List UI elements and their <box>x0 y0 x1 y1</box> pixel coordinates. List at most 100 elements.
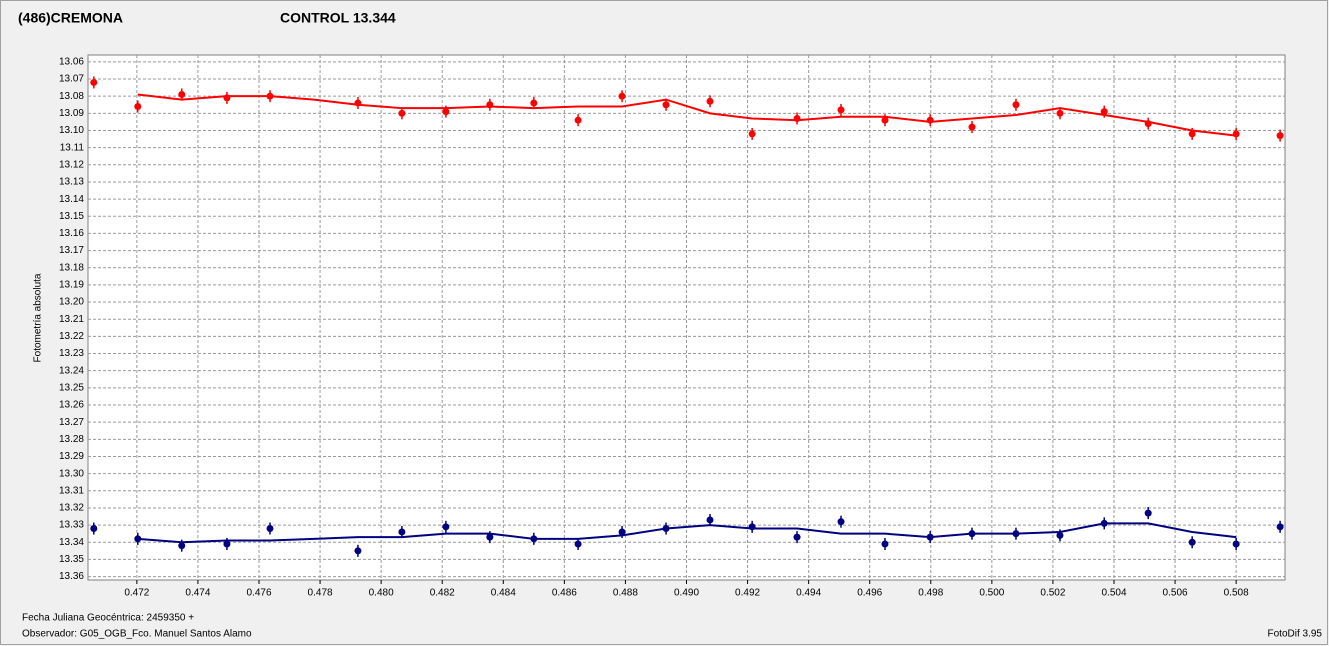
data-point <box>1232 537 1240 550</box>
data-point <box>618 90 626 103</box>
y-tick-label: 13.30 <box>59 468 84 479</box>
x-tick-label: 0.478 <box>308 588 333 599</box>
fit-line <box>137 93 1237 137</box>
data-point <box>837 515 845 528</box>
data-point <box>486 98 494 111</box>
observer: Observador: G05_OGB_Fco. Manuel Santos A… <box>22 629 252 640</box>
x-tick-label: 0.486 <box>552 588 577 599</box>
data-point <box>574 114 582 127</box>
data-point <box>266 90 274 103</box>
x-tick-label: 0.490 <box>674 588 699 599</box>
y-tick-label: 13.16 <box>59 228 84 239</box>
data-point <box>837 103 845 116</box>
data-point <box>968 527 976 540</box>
y-tick-label: 13.06 <box>59 57 84 68</box>
data-point <box>926 531 934 544</box>
y-tick-label: 13.08 <box>59 91 84 102</box>
data-point <box>793 531 801 544</box>
data-point <box>706 95 714 108</box>
y-tick-label: 13.34 <box>59 537 84 548</box>
data-point <box>398 525 406 538</box>
y-tick-label: 13.24 <box>59 365 84 376</box>
y-tick-label: 13.20 <box>59 297 84 308</box>
y-tick-label: 13.18 <box>59 262 84 273</box>
x-tick-label: 0.508 <box>1224 588 1249 599</box>
data-point <box>748 127 756 140</box>
data-point <box>442 105 450 118</box>
y-axis-label: Fotometría absoluta <box>33 273 44 362</box>
data-point <box>1232 127 1240 140</box>
y-tick-label: 13.35 <box>59 554 84 565</box>
data-point <box>486 531 494 544</box>
data-point <box>793 112 801 125</box>
y-tick-label: 13.15 <box>59 211 84 222</box>
data-point <box>134 532 142 545</box>
data-point <box>618 525 626 538</box>
data-point <box>90 522 98 535</box>
data-point <box>1100 517 1108 530</box>
y-tick-label: 13.23 <box>59 348 84 359</box>
y-tick-label: 13.07 <box>59 74 84 85</box>
y-tick-label: 13.09 <box>59 108 84 119</box>
y-tick-label: 13.13 <box>59 177 84 188</box>
x-tick-label: 0.494 <box>796 588 821 599</box>
y-tick-label: 13.25 <box>59 382 84 393</box>
y-tick-label: 13.29 <box>59 451 84 462</box>
x-tick-label: 0.496 <box>857 588 882 599</box>
data-point <box>574 537 582 550</box>
y-tick-label: 13.10 <box>59 125 84 136</box>
data-point <box>748 520 756 533</box>
x-tick-label: 0.472 <box>124 588 149 599</box>
y-tick-label: 13.26 <box>59 400 84 411</box>
data-point <box>662 522 670 535</box>
data-point <box>266 522 274 535</box>
y-tick-label: 13.33 <box>59 520 84 531</box>
y-tick-label: 13.12 <box>59 159 84 170</box>
series-title: (486)CREMONA <box>18 10 123 26</box>
data-point <box>1056 529 1064 542</box>
x-tick-label: 0.474 <box>185 588 210 599</box>
y-tick-label: 13.21 <box>59 314 84 325</box>
y-tick-label: 13.17 <box>59 245 84 256</box>
data-point <box>706 513 714 526</box>
data-point <box>968 121 976 134</box>
y-tick-label: 13.22 <box>59 331 84 342</box>
data-point <box>1144 117 1152 130</box>
data-point <box>881 114 889 127</box>
x-tick-label: 0.500 <box>979 588 1004 599</box>
fit-line <box>137 522 1237 544</box>
x-tick-label: 0.480 <box>369 588 394 599</box>
data-point <box>1100 105 1108 118</box>
data-point <box>90 76 98 89</box>
data-point <box>1188 536 1196 549</box>
x-tick-label: 0.484 <box>491 588 516 599</box>
data-point <box>398 107 406 120</box>
data-point <box>223 91 231 104</box>
x-caption: Fecha Juliana Geocéntrica: 2459350 + <box>22 613 194 624</box>
y-tick-label: 13.28 <box>59 434 84 445</box>
data-point <box>223 537 231 550</box>
data-point <box>1276 520 1284 533</box>
data-point <box>178 539 186 552</box>
series-title: CONTROL 13.344 <box>280 10 396 26</box>
data-point <box>442 520 450 533</box>
x-tick-label: 0.488 <box>613 588 638 599</box>
y-tick-label: 13.27 <box>59 417 84 428</box>
data-point <box>354 544 362 557</box>
x-tick-label: 0.504 <box>1101 588 1126 599</box>
data-point <box>1276 129 1284 142</box>
x-tick-label: 0.502 <box>1040 588 1065 599</box>
software: FotoDif 3.95 <box>1268 629 1323 640</box>
data-point <box>530 532 538 545</box>
y-tick-label: 13.31 <box>59 485 84 496</box>
data-point <box>1056 107 1064 120</box>
x-tick-label: 0.482 <box>430 588 455 599</box>
data-point <box>178 88 186 101</box>
data-point <box>1144 507 1152 520</box>
data-point <box>662 98 670 111</box>
x-tick-label: 0.506 <box>1163 588 1188 599</box>
data-point <box>1012 98 1020 111</box>
data-point <box>881 537 889 550</box>
